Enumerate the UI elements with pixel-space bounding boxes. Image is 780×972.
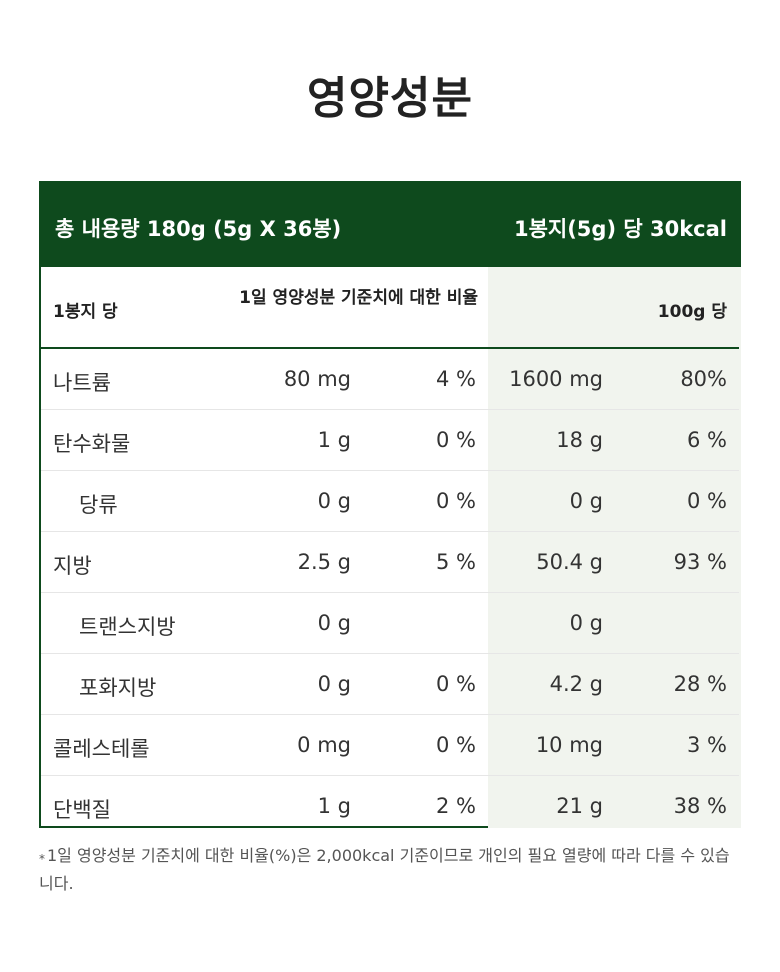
nutrient-name: 지방 xyxy=(53,554,92,578)
table-subheader: 1봉지 당 1일 영양성분 기준치에 대한 비율 100g 당 xyxy=(41,267,739,349)
table-row: 탄수화물 1 g 0 % 18 g 6 % xyxy=(41,410,739,471)
nutrition-table: 총 내용량 180g (5g X 36봉) 1봉지(5g) 당 30kcal 1… xyxy=(39,181,741,828)
per-100g-percent: 6 % xyxy=(687,428,727,452)
nutrient-name: 단백질 xyxy=(53,798,111,822)
serving-amount: 2.5 g xyxy=(297,550,351,574)
table-row: 포화지방 0 g 0 % 4.2 g 28 % xyxy=(41,654,739,715)
footnote-text: 1일 영양성분 기준치에 대한 비율(%)은 2,000kcal 기준이므로 개… xyxy=(39,846,730,893)
per-100g-percent: 80% xyxy=(680,367,727,391)
table-row: 지방 2.5 g 5 % 50.4 g 93 % xyxy=(41,532,739,593)
per-100g-percent: 3 % xyxy=(687,733,727,757)
per100-column-shade xyxy=(488,267,741,828)
serving-amount: 1 g xyxy=(317,794,351,818)
nutrient-name: 탄수화물 xyxy=(53,432,131,456)
per-100g-amount: 18 g xyxy=(556,428,603,452)
table-row: 단백질 1 g 2 % 21 g 38 % xyxy=(41,776,739,836)
table-row: 나트륨 80 mg 4 % 1600 mg 80% xyxy=(41,349,739,410)
per-100g-percent: 0 % xyxy=(687,489,727,513)
daily-value-percent: 0 % xyxy=(436,489,476,513)
table-header: 총 내용량 180g (5g X 36봉) 1봉지(5g) 당 30kcal xyxy=(41,183,739,267)
daily-value-percent: 0 % xyxy=(436,672,476,696)
nutrient-name: 트랜스지방 xyxy=(79,615,176,639)
per-100g-amount: 10 mg xyxy=(535,733,603,757)
total-content: 총 내용량 180g (5g X 36봉) xyxy=(55,217,342,241)
per-100g-amount: 1600 mg xyxy=(509,367,603,391)
footnote: * 1일 영양성분 기준치에 대한 비율(%)은 2,000kcal 기준이므로 … xyxy=(39,842,744,898)
serving-amount: 0 mg xyxy=(297,733,351,757)
per-100g-amount: 0 g xyxy=(569,489,603,513)
daily-value-percent: 0 % xyxy=(436,428,476,452)
daily-value-label: 1일 영양성분 기준치에 대한 비율 xyxy=(239,288,478,308)
per-100g-amount: 0 g xyxy=(569,611,603,635)
per-serving-calories: 1봉지(5g) 당 30kcal xyxy=(513,217,727,241)
nutrient-name: 콜레스테롤 xyxy=(53,737,150,761)
per-100g-label: 100g 당 xyxy=(657,302,727,322)
per-100g-percent: 38 % xyxy=(673,794,727,818)
page-title: 영양성분 xyxy=(307,73,473,124)
nutrient-name: 나트륨 xyxy=(53,371,111,395)
serving-amount: 1 g xyxy=(317,428,351,452)
nutrient-name: 포화지방 xyxy=(79,676,157,700)
nutrient-rows: 나트륨 80 mg 4 % 1600 mg 80% 탄수화물 1 g 0 % 18 g 6 % 당류… xyxy=(41,349,739,836)
serving-amount: 80 mg xyxy=(283,367,351,391)
nutrient-name: 당류 xyxy=(79,493,118,517)
serving-amount: 0 g xyxy=(317,611,351,635)
daily-value-percent: 5 % xyxy=(436,550,476,574)
per-100g-amount: 50.4 g xyxy=(536,550,603,574)
table-row: 콜레스테롤 0 mg 0 % 10 mg 3 % xyxy=(41,715,739,776)
per-100g-amount: 21 g xyxy=(556,794,603,818)
per-serving-label: 1봉지 당 xyxy=(53,302,118,322)
per-100g-amount: 4.2 g xyxy=(549,672,603,696)
per-100g-percent: 28 % xyxy=(673,672,727,696)
per-100g-percent: 93 % xyxy=(673,550,727,574)
serving-amount: 0 g xyxy=(317,489,351,513)
daily-value-percent: 0 % xyxy=(436,733,476,757)
serving-amount: 0 g xyxy=(317,672,351,696)
daily-value-percent: 4 % xyxy=(436,367,476,391)
daily-value-percent: 2 % xyxy=(436,794,476,818)
footnote-mark: * xyxy=(39,852,45,866)
table-row: 트랜스지방 0 g 0 g xyxy=(41,593,739,654)
table-row: 당류 0 g 0 % 0 g 0 % xyxy=(41,471,739,532)
